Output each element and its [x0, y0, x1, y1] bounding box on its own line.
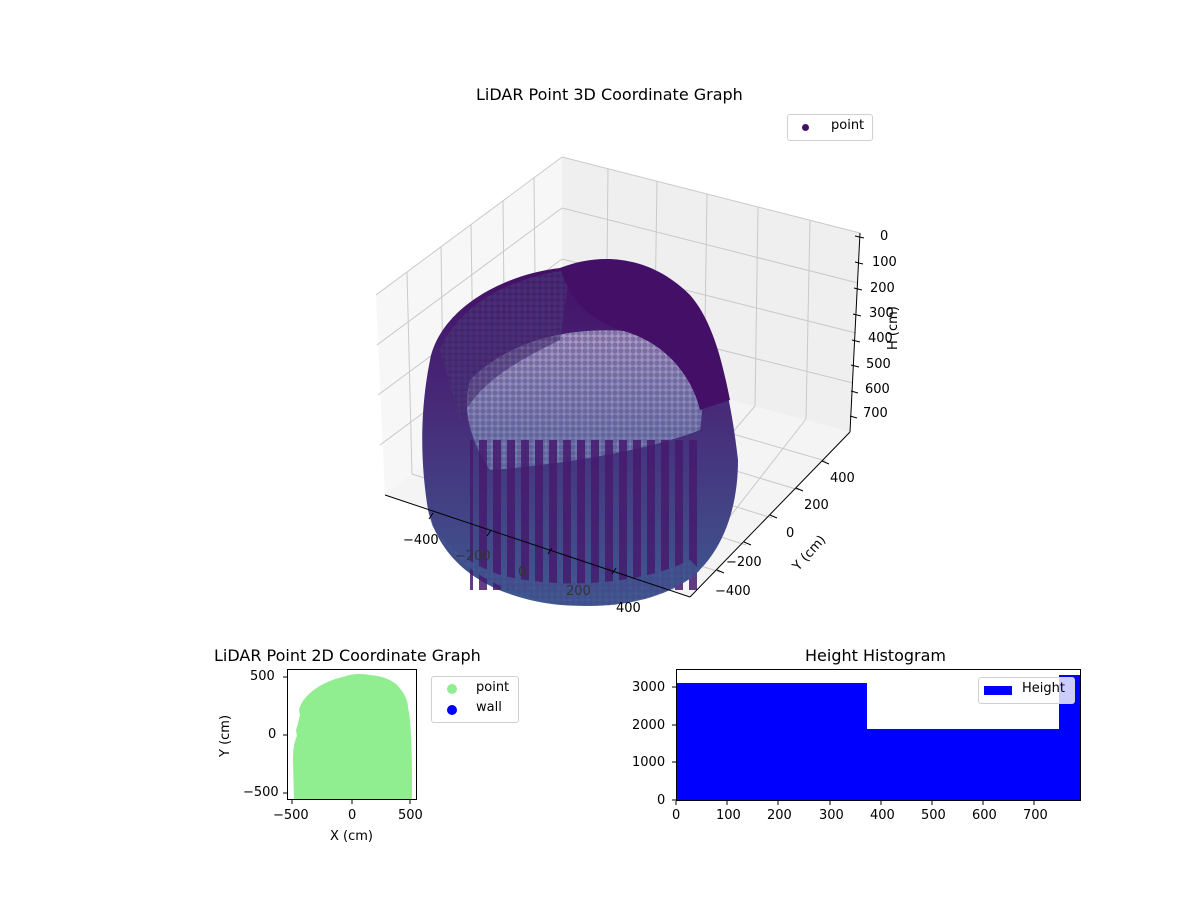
hist-ytick-0: 0 [657, 793, 666, 808]
plot3d-canvas[interactable] [0, 0, 1200, 640]
legend-wall-label: wall [476, 700, 502, 715]
legend-point-label: point [476, 680, 510, 695]
histogram-bar-3 [1059, 675, 1080, 800]
plot2d-xtick-0: 0 [348, 808, 357, 823]
histogram-bar-2 [867, 729, 1059, 800]
plot2d-ytick-0: 0 [268, 727, 277, 742]
histogram-axes[interactable]: Height [676, 669, 1081, 801]
plot2d-xtick-500: 500 [398, 808, 423, 823]
legend-point-label: point [831, 118, 865, 133]
hist-xtick-400: 400 [870, 808, 895, 823]
plot2d-ticks [283, 676, 411, 804]
y-axis-line [689, 431, 851, 598]
legend-height-label: Height [1022, 681, 1065, 696]
hist-ytick-1000: 1000 [632, 755, 666, 770]
hist-xtick-100: 100 [716, 808, 741, 823]
hist-xtick-0: 0 [672, 808, 681, 823]
plot3d-title: LiDAR Point 3D Coordinate Graph [476, 85, 743, 104]
plot2d-axes[interactable] [287, 669, 417, 800]
z-axis-line [849, 232, 861, 433]
hist-xtick-600: 600 [972, 808, 997, 823]
plot2d-ytick-neg500: −500 [243, 785, 279, 800]
x-axis-line [384, 494, 691, 598]
plot2d-ylabel: Y (cm) [218, 714, 233, 757]
plot3d-legend: point [787, 114, 873, 141]
plot2d-xtick-neg500: −500 [273, 808, 309, 823]
hist-xtick-700: 700 [1023, 808, 1048, 823]
legend-point-marker-icon [802, 124, 809, 131]
histogram-title: Height Histogram [805, 646, 946, 665]
plot3d-axes [384, 232, 865, 598]
hist-xtick-500: 500 [921, 808, 946, 823]
plot2d-point-region [293, 673, 412, 799]
histogram-ticks [672, 686, 1035, 805]
hist-xtick-300: 300 [819, 808, 844, 823]
plot2d-xlabel: X (cm) [330, 829, 373, 844]
point-cloud [422, 258, 738, 606]
legend-height-swatch-icon [984, 686, 1012, 695]
hist-ytick-3000: 3000 [632, 680, 666, 695]
plot2d-title: LiDAR Point 2D Coordinate Graph [214, 646, 481, 665]
hist-xtick-200: 200 [767, 808, 792, 823]
hist-ytick-2000: 2000 [632, 718, 666, 733]
plot2d-ytick-500: 500 [250, 669, 275, 684]
legend-wall-marker-icon [447, 705, 457, 715]
legend-point-marker-icon [447, 684, 457, 694]
histogram-legend: Height [978, 677, 1075, 704]
histogram-bar-1 [677, 683, 867, 800]
plot2d-legend: point wall [431, 676, 519, 723]
z-axis-label: H (cm) [886, 306, 901, 350]
